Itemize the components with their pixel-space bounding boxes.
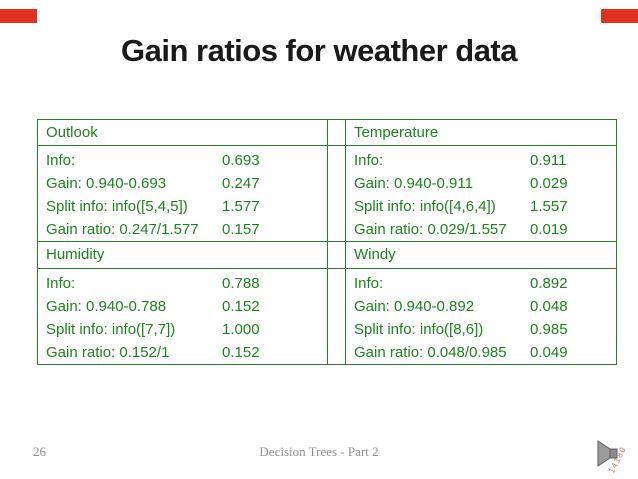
row-value: 0.693 [222, 152, 260, 169]
table-row: Info: 0.693 [39, 149, 327, 172]
red-corner-bar-left [0, 9, 37, 23]
row-label: Split info: info([4,6,4]) [354, 198, 496, 215]
table-row: Gain: 0.940-0.693 0.247 [39, 172, 327, 195]
row-label: Split info: info([7,7]) [46, 321, 176, 338]
row-value: 0.029 [530, 175, 568, 192]
row-label: Gain: 0.940-0.693 [46, 175, 167, 192]
row-value: 0.247 [222, 175, 260, 192]
quadrant-content-windy: Info: 0.892 Gain: 0.940-0.892 0.048 Split … [345, 268, 617, 365]
slide-title: Gain ratios for weather data [121, 33, 518, 68]
quadrant-header-windy: Windy [345, 241, 617, 269]
row-label: Gain ratio: 0.029/1.557 [354, 221, 507, 238]
row-label: Gain: 0.940-0.788 [46, 298, 167, 315]
table-row: Gain: 0.940-0.788 0.152 [39, 295, 327, 318]
row-label: Info: [354, 152, 384, 169]
table-row: Info: 0.788 [39, 272, 327, 295]
row-label: Gain ratio: 0.152/1 [46, 344, 170, 361]
row-value: 0.911 [530, 152, 567, 169]
row-label: Gain: 0.940-0.911 [354, 175, 473, 192]
table-row: Split info: info([7,7]) 1.000 [39, 318, 327, 341]
row-value: 0.049 [530, 344, 568, 361]
row-label: Gain ratio: 0.247/1.577 [46, 221, 199, 238]
row-label: Gain ratio: 0.048/0.985 [354, 344, 507, 361]
quadrant-content-outlook: Info: 0.693 Gain: 0.940-0.693 0.247 Split … [37, 145, 328, 242]
table-row: Split info: info([8,6]) 0.985 [347, 318, 616, 341]
quadrant-content-humidity: Info: 0.788 Gain: 0.940-0.788 0.152 Split … [37, 268, 328, 365]
table-row: Gain: 0.940-0.892 0.048 [347, 295, 616, 318]
table-row: Gain ratio: 0.029/1.557 0.019 [347, 218, 616, 241]
gain-ratios-table: Outlook Temperature Info: 0.693 Gain: 0.9… [37, 119, 617, 365]
table-row: Split info: info([4,6,4]) 1.557 [347, 195, 616, 218]
table-spacer-cell [327, 268, 346, 365]
quadrant-header-label: Windy [354, 246, 396, 263]
row-value: 1.000 [222, 321, 260, 338]
row-value: 0.048 [530, 298, 568, 315]
row-label: Info: [46, 152, 76, 169]
row-value: 0.985 [530, 321, 568, 338]
table-row: Gain ratio: 0.048/0.985 0.049 [347, 341, 616, 364]
table-row: Info: 0.911 [347, 149, 616, 172]
row-value: 0.157 [222, 221, 260, 238]
row-value: 1.577 [222, 198, 260, 215]
quadrant-header-label: Humidity [46, 246, 105, 263]
row-label: Info: [46, 275, 76, 292]
table-spacer-cell [327, 241, 346, 269]
row-value: 0.019 [530, 221, 568, 238]
row-label: Split info: info([5,4,5]) [46, 198, 188, 215]
red-corner-bar-right [601, 9, 638, 23]
table-row: Gain ratio: 0.152/1 0.152 [39, 341, 327, 364]
quadrant-header-temperature: Temperature [345, 119, 617, 146]
table-row: Gain ratio: 0.247/1.577 0.157 [39, 218, 327, 241]
row-value: 0.788 [222, 275, 260, 292]
row-label: Split info: info([8,6]) [354, 321, 484, 338]
audio-speaker-icon[interactable] [597, 440, 620, 467]
table-spacer-cell [327, 145, 346, 242]
table-row: Split info: info([5,4,5]) 1.577 [39, 195, 327, 218]
quadrant-header-humidity: Humidity [37, 241, 328, 269]
quadrant-header-outlook: Outlook [37, 119, 328, 146]
row-label: Gain: 0.940-0.892 [354, 298, 475, 315]
table-row: Gain: 0.940-0.911 0.029 [347, 172, 616, 195]
row-label: Info: [354, 275, 384, 292]
slide-footer-text: Decision Trees - Part 2 [259, 444, 379, 459]
row-value: 0.892 [530, 275, 568, 292]
table-row: Info: 0.892 [347, 272, 616, 295]
row-value: 1.557 [530, 198, 568, 215]
quadrant-header-label: Temperature [354, 124, 439, 141]
quadrant-content-temperature: Info: 0.911 Gain: 0.940-0.911 0.029 Split … [345, 145, 617, 242]
quadrant-header-label: Outlook [46, 124, 98, 141]
row-value: 0.152 [222, 298, 260, 315]
row-value: 0.152 [222, 344, 260, 361]
table-spacer-cell [327, 119, 346, 146]
slide-page-number: 26 [33, 444, 46, 459]
